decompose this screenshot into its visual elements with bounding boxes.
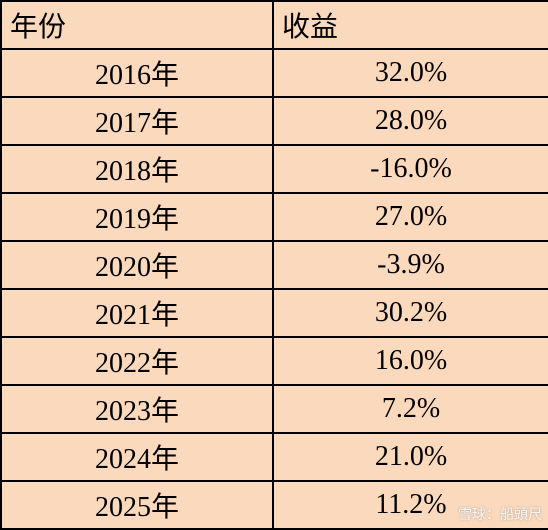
year-cell: 2016年 <box>0 48 274 98</box>
return-cell: 30.2% <box>272 288 548 338</box>
year-cell: 2019年 <box>0 192 274 242</box>
table-row: 2022年 16.0% <box>0 336 548 386</box>
header-cell: 收益 <box>272 0 548 50</box>
return-cell: 16.0% <box>272 336 548 386</box>
return-cell: 32.0% <box>272 48 548 98</box>
year-cell: 2020年 <box>0 240 274 290</box>
year-cell: 2018年 <box>0 144 274 194</box>
table-header: 年份 收益 <box>0 0 548 50</box>
table-row: 2024年 21.0% <box>0 432 548 482</box>
return-cell: 11.2% <box>272 480 548 530</box>
return-cell: -16.0% <box>272 144 548 194</box>
year-cell: 2021年 <box>0 288 274 338</box>
return-cell: 7.2% <box>272 384 548 434</box>
table-row: 2021年 30.2% <box>0 288 548 338</box>
return-cell: 21.0% <box>272 432 548 482</box>
table-row: 2016年 32.0% <box>0 48 548 98</box>
return-cell: -3.9% <box>272 240 548 290</box>
year-cell: 2025年 <box>0 480 274 530</box>
year-cell: 2024年 <box>0 432 274 482</box>
table-row: 2019年 27.0% <box>0 192 548 242</box>
year-cell: 2017年 <box>0 96 274 146</box>
year-cell: 2023年 <box>0 384 274 434</box>
year-cell: 2022年 <box>0 336 274 386</box>
watermark: 雪球：船頭尺 <box>458 507 542 523</box>
table-row: 2020年 -3.9% <box>0 240 548 290</box>
header-cell: 年份 <box>0 0 274 50</box>
table-body: 2016年 32.0% 2017年 28.0% 2018年 -16.0% 2019年 27.0… <box>0 48 548 530</box>
table-row: 2017年 28.0% <box>0 96 548 146</box>
header-row: 年份 收益 <box>0 0 548 50</box>
return-cell: 27.0% <box>272 192 548 242</box>
table-row: 2023年 7.2% <box>0 384 548 434</box>
table-row: 2025年 11.2% <box>0 480 548 530</box>
return-cell: 28.0% <box>272 96 548 146</box>
table-row: 2018年 -16.0% <box>0 144 548 194</box>
